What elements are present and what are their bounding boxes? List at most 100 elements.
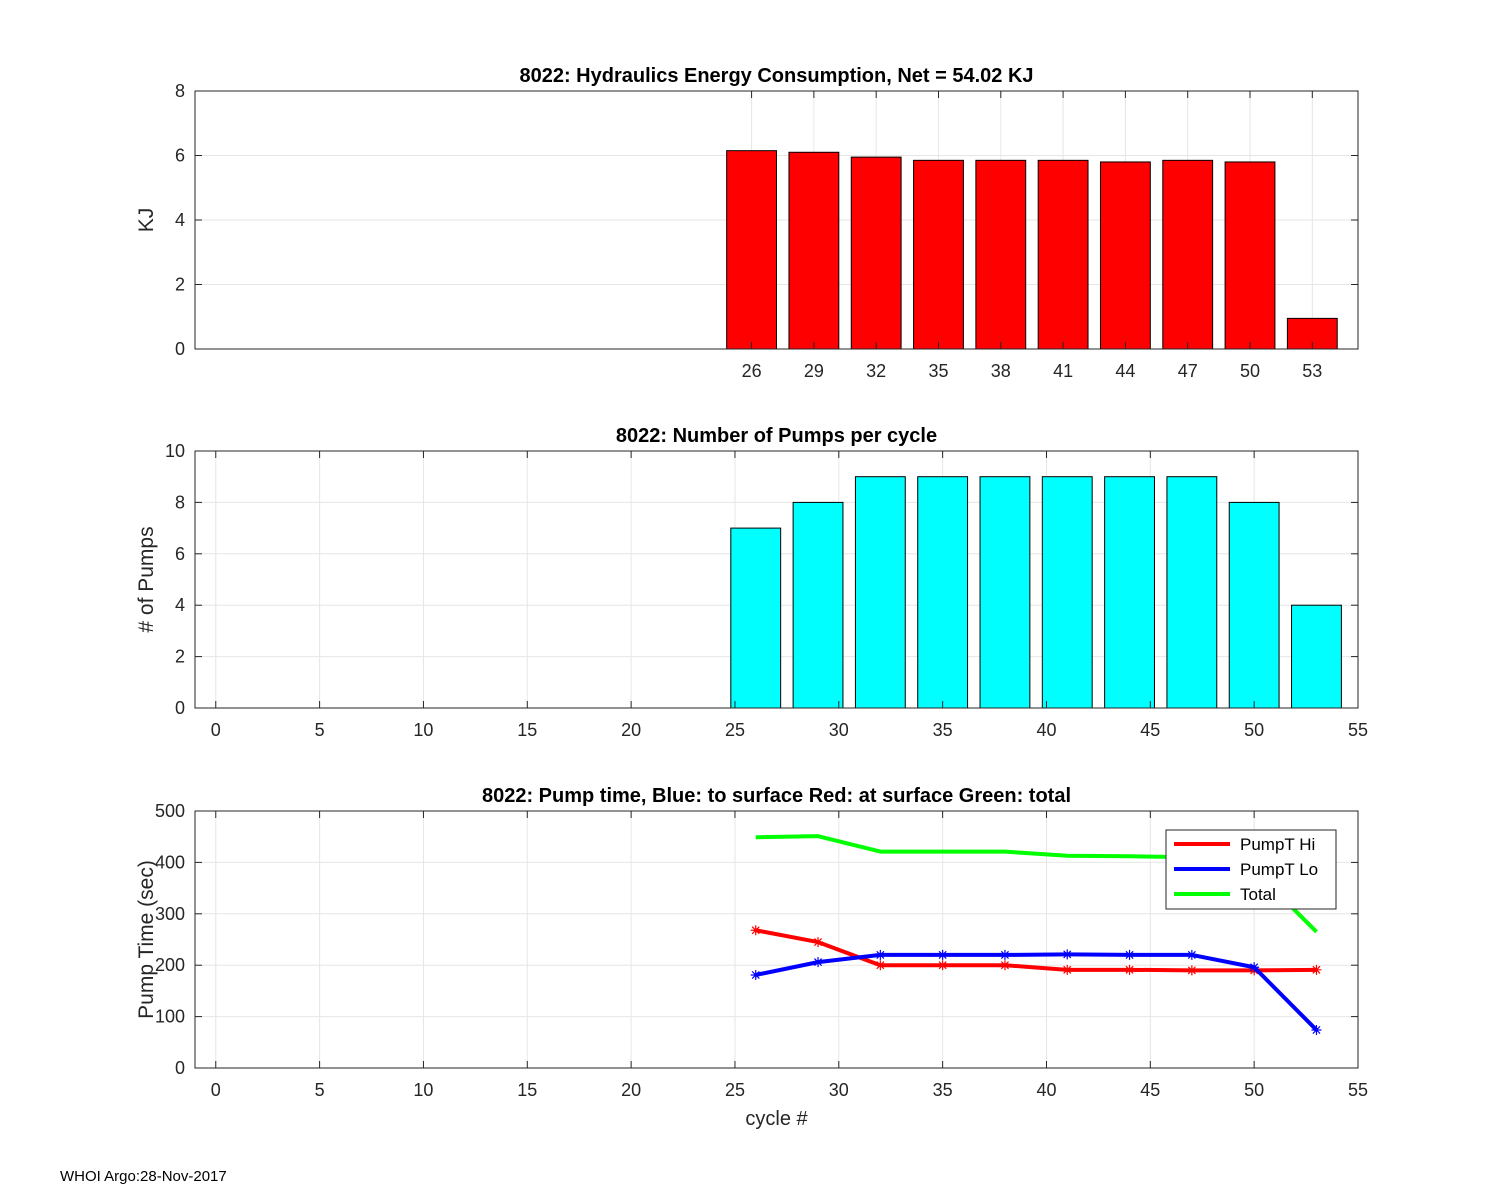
- bar: [730, 527, 782, 709]
- y-tick-label: 10: [165, 441, 185, 461]
- bar: [1224, 161, 1276, 350]
- x-tick-label: 40: [1036, 1080, 1056, 1100]
- y-tick-label: 0: [175, 698, 185, 718]
- x-tick-label: 20: [621, 720, 641, 740]
- x-tick-label: 32: [866, 361, 886, 381]
- bar: [850, 156, 902, 350]
- axes-frame: [194, 450, 1359, 709]
- data-point-marker: [1062, 964, 1073, 975]
- y-tick-label: 4: [175, 210, 185, 230]
- x-tick-label: 30: [829, 720, 849, 740]
- y-tick-label: 8: [175, 81, 185, 101]
- y-tick-label: 4: [175, 595, 185, 615]
- data-point-marker: [1124, 949, 1135, 960]
- x-axis-label: cycle #: [745, 1108, 808, 1130]
- x-tick-label: 40: [1036, 720, 1056, 740]
- chart-title: 8022: Pump time, Blue: to surface Red: a…: [482, 785, 1071, 807]
- bar: [792, 501, 844, 709]
- x-tick-label: 55: [1348, 720, 1368, 740]
- x-tick-label: 10: [413, 1080, 433, 1100]
- x-tick-label: 15: [517, 1080, 537, 1100]
- chart-3: 0 5 10 15 20 25 30 35 40 45 50 55 0 100 200 300 400 500 80…: [135, 785, 1368, 1130]
- x-tick-label: 50: [1240, 361, 1260, 381]
- data-point-marker: [1186, 949, 1197, 960]
- axes-frame: [194, 810, 1359, 1069]
- series-line: [755, 952, 1318, 1032]
- legend-label: PumpT Lo: [1240, 860, 1318, 879]
- x-tick-label: 44: [1115, 361, 1135, 381]
- y-axis-label: Pump Time (sec): [135, 860, 158, 1019]
- bar: [788, 151, 840, 350]
- data-point-marker: [999, 960, 1010, 971]
- data-point-marker: [1249, 962, 1260, 973]
- x-tick-label: 5: [315, 1080, 325, 1100]
- legend-label: Total: [1240, 885, 1276, 904]
- x-tick-label: 15: [517, 720, 537, 740]
- chart-title: 8022: Number of Pumps per cycle: [616, 425, 937, 447]
- x-tick-label: 53: [1302, 361, 1322, 381]
- footer-stamp: WHOI Argo:28-Nov-2017: [60, 1168, 227, 1185]
- bar: [1291, 604, 1342, 709]
- y-tick-label: 300: [155, 904, 185, 924]
- y-tick-label: 400: [155, 852, 185, 872]
- bar: [917, 476, 969, 709]
- y-tick-label: 2: [175, 647, 185, 667]
- chart-2: 0 5 10 15 20 25 30 35 40 45 50 55 0 2 4 6 8 10 8022: Numbe…: [135, 425, 1368, 740]
- x-tick-label: 45: [1140, 1080, 1160, 1100]
- data-point-marker: [1062, 949, 1073, 960]
- y-axis-label: KJ: [135, 208, 158, 233]
- bar: [1041, 476, 1093, 709]
- y-tick-label: 0: [175, 1058, 185, 1078]
- x-tick-label: 50: [1244, 1080, 1264, 1100]
- data-point-marker: [1311, 1024, 1322, 1035]
- y-tick-label: 200: [155, 955, 185, 975]
- chart-1: 26 29 32 35 38 41 44 47 50 53 0 2 4 6 8 8022: Hydraulic…: [135, 65, 1359, 381]
- x-tick-label: 25: [725, 720, 745, 740]
- bar: [1228, 501, 1280, 709]
- bar: [975, 159, 1027, 350]
- x-tick-label: 47: [1178, 361, 1198, 381]
- data-point-marker: [875, 960, 886, 971]
- data-point-marker: [813, 937, 824, 948]
- bar: [1104, 476, 1155, 709]
- x-tick-label: 41: [1053, 361, 1073, 381]
- data-point-marker: [937, 949, 948, 960]
- x-tick-label: 29: [804, 361, 824, 381]
- plot-area: [195, 811, 1358, 1068]
- x-tick-label: 5: [315, 720, 325, 740]
- data-point-marker: [1124, 964, 1135, 975]
- chart-title: 8022: Hydraulics Energy Consumption, Net…: [519, 65, 1033, 87]
- x-tick-label: 35: [933, 1080, 953, 1100]
- x-tick-label: 0: [211, 720, 221, 740]
- y-axis-label: # of Pumps: [135, 526, 158, 632]
- bar: [913, 159, 964, 350]
- x-tick-label: 35: [928, 361, 948, 381]
- x-tick-label: 30: [829, 1080, 849, 1100]
- y-tick-label: 0: [175, 339, 185, 359]
- y-tick-label: 2: [175, 275, 185, 295]
- bar: [1099, 161, 1151, 350]
- x-tick-label: 50: [1244, 720, 1264, 740]
- x-tick-label: 20: [621, 1080, 641, 1100]
- legend: PumpT Hi PumpT Lo Total: [1165, 829, 1337, 910]
- series-line: [755, 928, 1317, 973]
- x-tick-label: 45: [1140, 720, 1160, 740]
- data-point-marker: [875, 949, 886, 960]
- data-point-marker: [1311, 964, 1322, 975]
- bar: [1162, 159, 1214, 350]
- bar: [1037, 159, 1089, 350]
- data-point-marker: [813, 957, 824, 968]
- data-point-marker: [1186, 965, 1197, 976]
- y-tick-label: 6: [175, 544, 185, 564]
- legend-label: PumpT Hi: [1240, 835, 1315, 854]
- data-point-marker: [750, 969, 761, 980]
- x-tick-label: 10: [413, 720, 433, 740]
- x-tick-label: 0: [211, 1080, 221, 1100]
- y-tick-label: 8: [175, 492, 185, 512]
- bar: [854, 476, 906, 709]
- data-point-marker: [750, 925, 761, 936]
- bar: [979, 476, 1031, 709]
- y-tick-label: 6: [175, 146, 185, 166]
- x-tick-label: 55: [1348, 1080, 1368, 1100]
